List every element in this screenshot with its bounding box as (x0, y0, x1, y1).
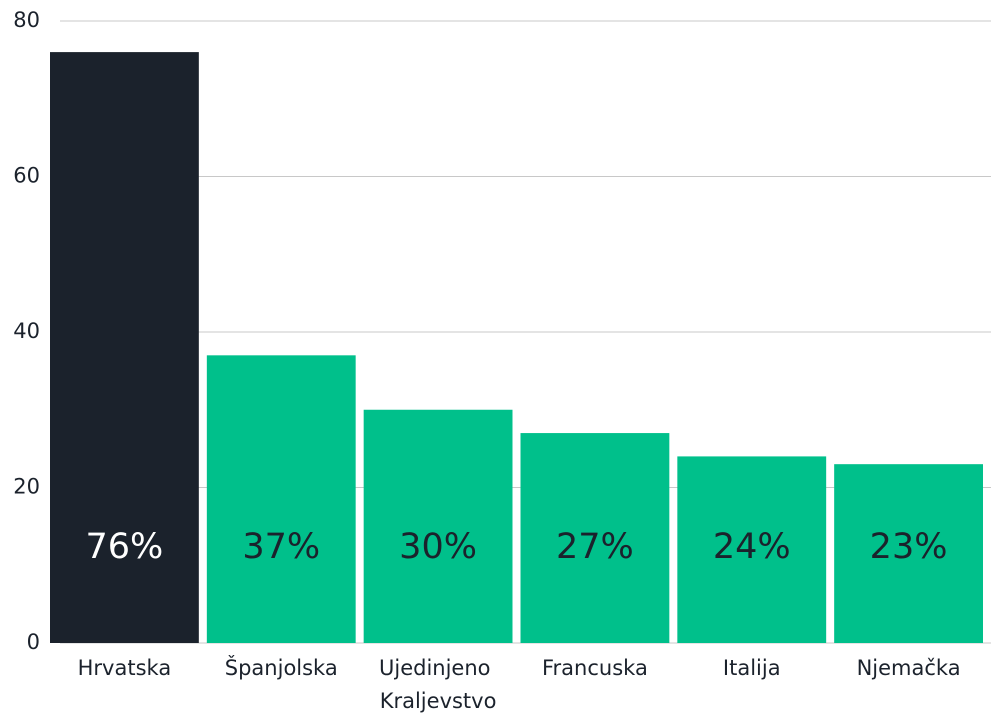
x-tick-label: Njemačka (857, 656, 961, 680)
x-tick-label: Italija (723, 656, 781, 680)
value-label: 37% (242, 527, 320, 567)
bar (50, 52, 199, 644)
value-label: 27% (556, 527, 634, 567)
y-tick-label: 0 (27, 630, 40, 654)
value-label: 23% (870, 527, 948, 567)
x-tick-label: Hrvatska (78, 656, 172, 680)
value-label: 24% (713, 527, 791, 567)
x-tick-label: Francuska (542, 656, 648, 680)
bar (206, 355, 356, 643)
value-label: 30% (399, 527, 477, 567)
y-tick-label: 80 (13, 8, 40, 32)
value-label: 76% (86, 527, 164, 567)
bar (363, 409, 513, 643)
bar (834, 464, 983, 643)
y-tick-label: 40 (13, 319, 40, 343)
x-tick-label: Ujedinjeno Kraljevstvo (379, 656, 497, 713)
y-tick-label: 20 (13, 475, 40, 499)
y-tick-label: 60 (13, 164, 40, 188)
bar (677, 456, 827, 643)
x-tick-label: Španjolska (225, 655, 338, 680)
bar (520, 433, 670, 643)
